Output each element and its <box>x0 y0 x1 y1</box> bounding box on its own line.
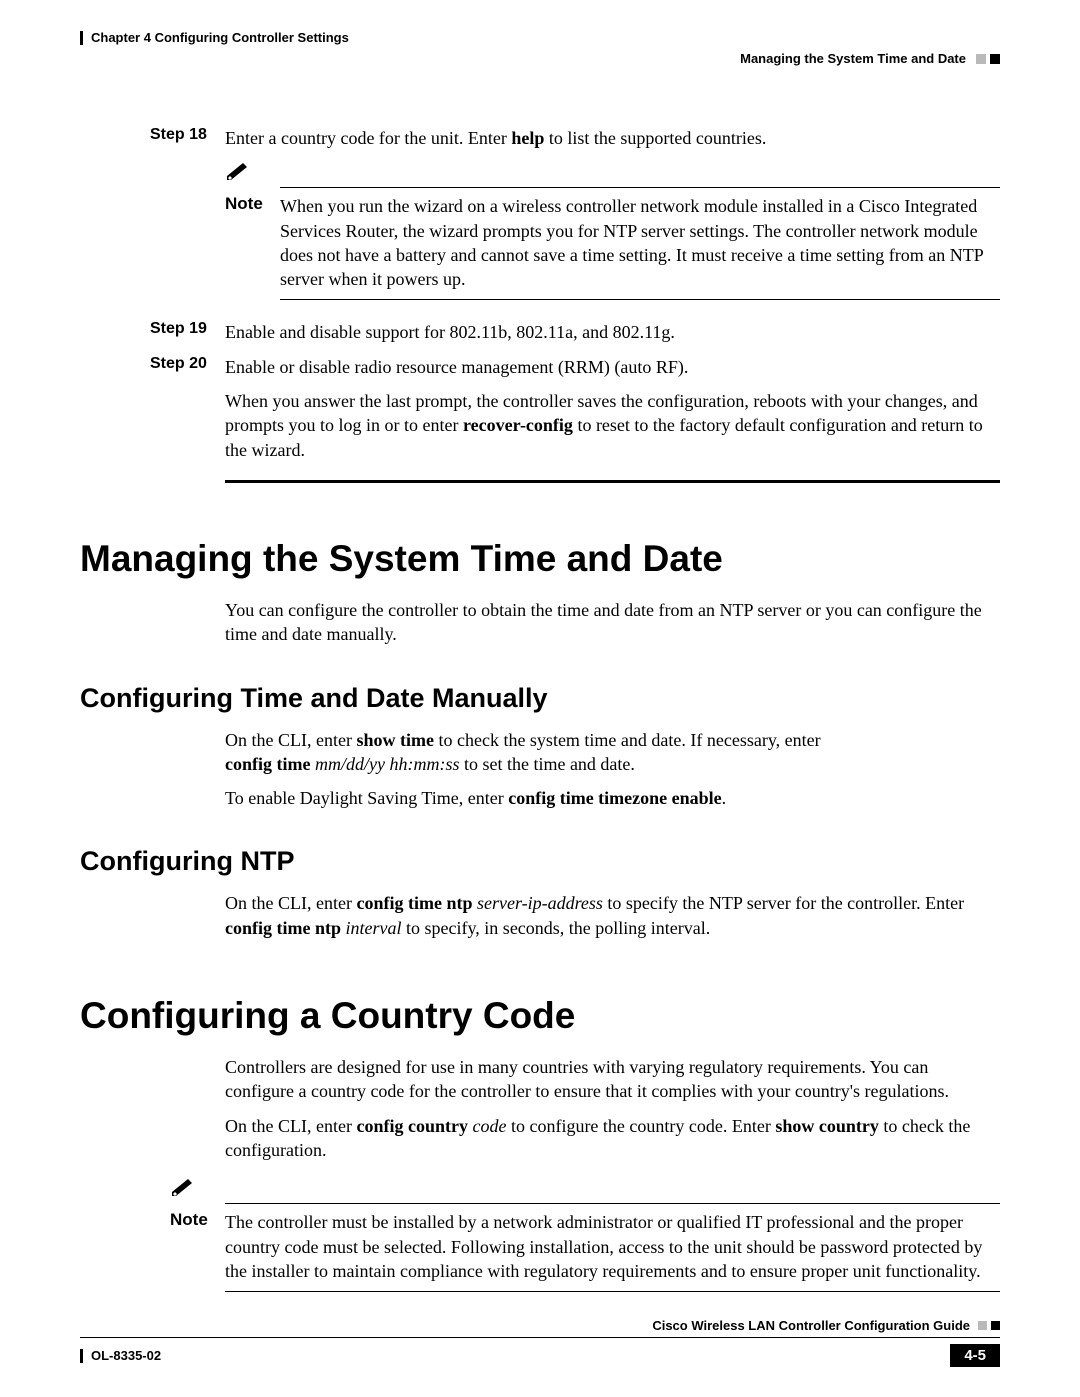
step-20-label: Step 20 <box>150 355 225 379</box>
step-19-content: Enable and disable support for 802.11b, … <box>225 320 1000 344</box>
wizard-bold: recover-config <box>463 415 573 435</box>
pencil-icon <box>170 1176 198 1196</box>
header-top: Chapter 4 Configuring Controller Setting… <box>80 30 1000 45</box>
ntp-p1: On the CLI, enter config time ntp server… <box>225 891 1000 940</box>
header-decor-squares <box>976 54 1000 64</box>
ntp-t2: to specify the NTP server for the contro… <box>603 893 964 913</box>
ntp-i1: server-ip-address <box>477 893 603 913</box>
note-2-block: Note The controller must be installed by… <box>170 1176 1000 1292</box>
country-p2: On the CLI, enter config country code to… <box>225 1114 1000 1163</box>
country-p2-t2: to configure the country code. Enter <box>506 1116 775 1136</box>
header-accent-bar <box>80 31 83 45</box>
step-18-label: Step 18 <box>150 126 225 150</box>
heading-managing: Managing the System Time and Date <box>80 538 1000 580</box>
page-footer: Cisco Wireless LAN Controller Configurat… <box>80 1318 1000 1367</box>
step-18-text-b: to list the supported countries. <box>544 128 766 148</box>
note-2-text: The controller must be installed by a ne… <box>225 1210 1000 1283</box>
manual-p1-b2: config time <box>225 754 315 774</box>
manual-p1-i1: mm/dd/yy hh:mm:ss <box>315 754 459 774</box>
step-18-content: Enter a country code for the unit. Enter… <box>225 126 1000 150</box>
footer-doc-id: OL-8335-02 <box>91 1348 161 1363</box>
header-breadcrumb-row: Managing the System Time and Date <box>80 51 1000 66</box>
step-18-text-a: Enter a country code for the unit. Enter <box>225 128 511 148</box>
country-p2-t1: On the CLI, enter <box>225 1116 356 1136</box>
manual-p1-b1: show time <box>356 730 434 750</box>
manual-p2-t1: To enable Daylight Saving Time, enter <box>225 788 508 808</box>
note-1-label: Note <box>225 194 280 291</box>
manual-p2: To enable Daylight Saving Time, enter co… <box>225 786 1000 810</box>
heading-manual: Configuring Time and Date Manually <box>80 683 1000 714</box>
country-p2-b2: show country <box>775 1116 879 1136</box>
breadcrumb-text: Managing the System Time and Date <box>740 51 966 66</box>
ntp-t1: On the CLI, enter <box>225 893 356 913</box>
ntp-t3: to specify, in seconds, the polling inte… <box>402 918 711 938</box>
step-20-content: Enable or disable radio resource managem… <box>225 355 1000 379</box>
section-divider-1 <box>225 480 1000 483</box>
manual-p1-t1: On the CLI, enter <box>225 730 356 750</box>
step-19-label: Step 19 <box>150 320 225 344</box>
managing-intro: You can configure the controller to obta… <box>225 598 1000 647</box>
manual-p1-t2: to check the system time and date. If ne… <box>434 730 821 750</box>
note-1-text: When you run the wizard on a wireless co… <box>280 194 1000 291</box>
note-2-label: Note <box>170 1210 225 1283</box>
ntp-i2: interval <box>346 918 402 938</box>
manual-p1: On the CLI, enter show time to check the… <box>225 728 1000 777</box>
manual-p2-t2: . <box>722 788 727 808</box>
step-19-row: Step 19 Enable and disable support for 8… <box>80 320 1000 344</box>
step-20-row: Step 20 Enable or disable radio resource… <box>80 355 1000 379</box>
footer-accent-bar <box>80 1349 83 1363</box>
country-p1: Controllers are designed for use in many… <box>225 1055 1000 1104</box>
manual-p1-t3: to set the time and date. <box>459 754 634 774</box>
page-number: 4-5 <box>950 1344 1000 1367</box>
heading-ntp: Configuring NTP <box>80 846 1000 877</box>
ntp-b2: config time ntp <box>225 918 346 938</box>
pencil-icon <box>225 160 253 180</box>
footer-decor-squares <box>978 1321 1000 1330</box>
footer-guide-title: Cisco Wireless LAN Controller Configurat… <box>652 1318 970 1333</box>
manual-p2-b1: config time timezone enable <box>508 788 721 808</box>
ntp-b1: config time ntp <box>356 893 477 913</box>
country-p2-b1: config country <box>356 1116 472 1136</box>
chapter-label: Chapter 4 Configuring Controller Setting… <box>91 30 349 45</box>
heading-country: Configuring a Country Code <box>80 995 1000 1037</box>
step-18-bold: help <box>511 128 544 148</box>
step-18-row: Step 18 Enter a country code for the uni… <box>80 126 1000 150</box>
country-p2-i1: code <box>472 1116 506 1136</box>
note-1-block: Note When you run the wizard on a wirele… <box>225 160 1000 300</box>
wizard-paragraph: When you answer the last prompt, the con… <box>225 389 1000 462</box>
